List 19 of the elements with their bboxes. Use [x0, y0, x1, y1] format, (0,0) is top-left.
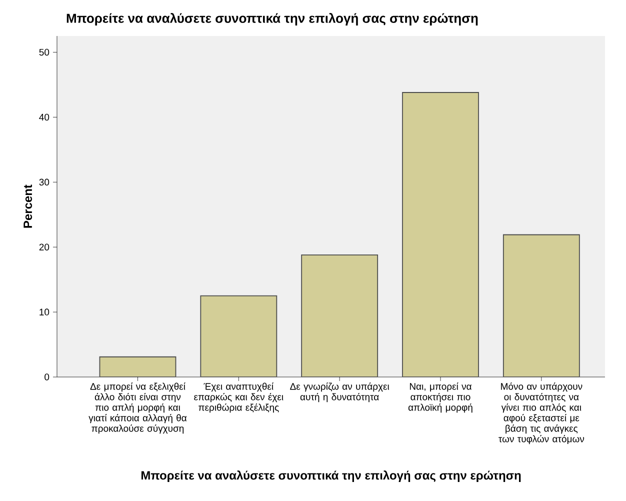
y-tick-label: 30	[39, 178, 50, 186]
y-tick-label: 50	[39, 48, 50, 56]
x-tick-label: Δε μπορεί να εξελιχθεί άλλο διότι είναι στην πιο απλή μορφή και γιατί κάποια αλλαγή θα προκαλούσε σύγχυση	[88, 382, 187, 434]
y-tick-label: 40	[39, 114, 50, 121]
x-axis-title: Μπορείτε να αναλύσετε συνοπτικά την επιλογή σας στην ερώτηση	[141, 470, 521, 482]
y-axis-title: Percent	[24, 184, 32, 228]
x-tick-label: Δε γνωρίζω αν υπάρχει αυτή η δυνατότητα	[290, 382, 390, 402]
x-tick-label: Μόνο αν υπάρχουν οι δυνατότητες να γίνει πιο απλός και αφού εξεταστεί με βάση τις ανάγκες των τυφλών ατόμων	[498, 382, 584, 444]
bar	[200, 295, 278, 377]
y-tick-label: 0	[44, 374, 50, 380]
bar	[402, 92, 479, 377]
bar	[502, 234, 580, 377]
x-tick-label: Έχει αναπτυχθεί επαρκώς και δεν έχει περιθώρια εξέλιξης	[194, 382, 284, 413]
x-tick-label: Ναι, μπορεί να αποκτήσει πιο απλοϊκή μορφή	[408, 382, 472, 413]
chart-title: Μπορείτε να αναλύσετε συνοπτικά την επιλογή σας στην ερώτηση	[66, 13, 478, 26]
bar	[99, 356, 176, 377]
y-tick-label: 10	[40, 308, 50, 316]
bar	[301, 254, 378, 377]
y-tick-label: 20	[39, 244, 50, 250]
